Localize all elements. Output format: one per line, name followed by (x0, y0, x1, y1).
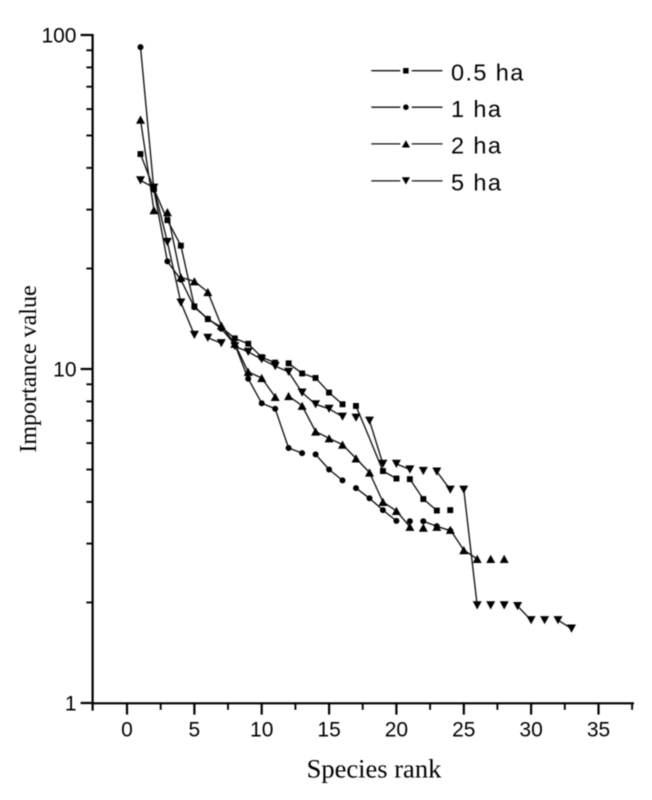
svg-text:2 ha: 2 ha (451, 133, 502, 159)
svg-text:0: 0 (121, 719, 133, 742)
svg-text:10: 10 (53, 359, 76, 382)
svg-text:10: 10 (250, 719, 273, 742)
svg-text:25: 25 (452, 719, 475, 742)
svg-text:Species rank: Species rank (307, 754, 442, 784)
svg-text:0.5 ha: 0.5 ha (451, 59, 525, 85)
svg-text:1: 1 (65, 693, 77, 716)
svg-text:30: 30 (519, 719, 542, 742)
svg-text:1 ha: 1 ha (451, 96, 502, 122)
svg-text:20: 20 (385, 719, 408, 742)
svg-text:Importance value: Importance value (16, 285, 42, 452)
svg-text:5 ha: 5 ha (451, 170, 502, 196)
svg-text:100: 100 (41, 25, 76, 48)
svg-text:15: 15 (317, 719, 340, 742)
svg-text:35: 35 (587, 719, 610, 742)
svg-text:5: 5 (189, 719, 201, 742)
